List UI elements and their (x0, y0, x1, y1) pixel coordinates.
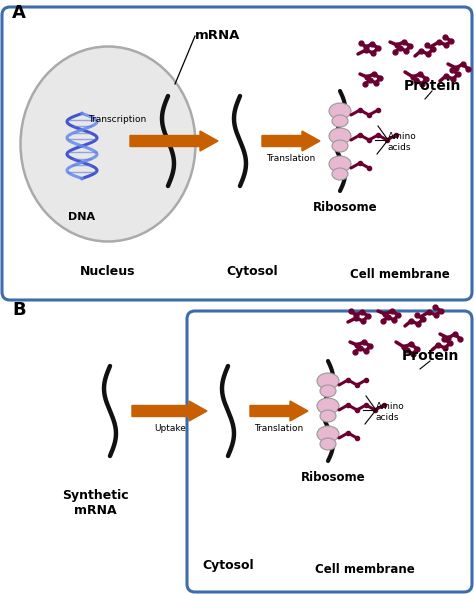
Ellipse shape (320, 385, 336, 397)
Text: Cell membrane: Cell membrane (315, 563, 415, 576)
FancyBboxPatch shape (2, 7, 472, 300)
Text: Protein: Protein (401, 349, 459, 363)
Ellipse shape (317, 373, 339, 389)
Text: Cytosol: Cytosol (226, 265, 278, 278)
Text: Uptake: Uptake (154, 424, 186, 433)
Text: Translation: Translation (266, 154, 316, 163)
Text: B: B (12, 301, 26, 319)
FancyArrow shape (250, 401, 308, 421)
Ellipse shape (332, 168, 348, 180)
Text: Cell membrane: Cell membrane (350, 268, 450, 281)
Ellipse shape (317, 398, 339, 414)
Ellipse shape (329, 128, 351, 144)
Ellipse shape (317, 426, 339, 442)
Text: Ribosome: Ribosome (301, 471, 365, 484)
Ellipse shape (332, 115, 348, 127)
FancyArrow shape (262, 131, 320, 151)
Text: DNA: DNA (68, 212, 96, 222)
Text: Cytosol: Cytosol (202, 559, 254, 572)
Ellipse shape (20, 46, 195, 242)
Text: Ribosome: Ribosome (313, 201, 377, 214)
Ellipse shape (329, 156, 351, 172)
FancyArrow shape (132, 401, 207, 421)
Text: A: A (12, 4, 26, 22)
Text: Transcription: Transcription (88, 115, 146, 124)
Text: Amino
acids: Amino acids (388, 132, 417, 151)
Text: Nucleus: Nucleus (80, 265, 136, 278)
Text: Synthetic
mRNA: Synthetic mRNA (62, 489, 128, 517)
FancyArrow shape (130, 131, 218, 151)
Text: Translation: Translation (255, 424, 304, 433)
Ellipse shape (320, 410, 336, 422)
Text: Amino
acids: Amino acids (376, 402, 405, 422)
Ellipse shape (332, 140, 348, 152)
Text: Protein: Protein (403, 79, 461, 93)
FancyBboxPatch shape (187, 311, 472, 592)
Ellipse shape (320, 438, 336, 450)
Ellipse shape (329, 103, 351, 119)
Text: mRNA: mRNA (195, 29, 241, 42)
